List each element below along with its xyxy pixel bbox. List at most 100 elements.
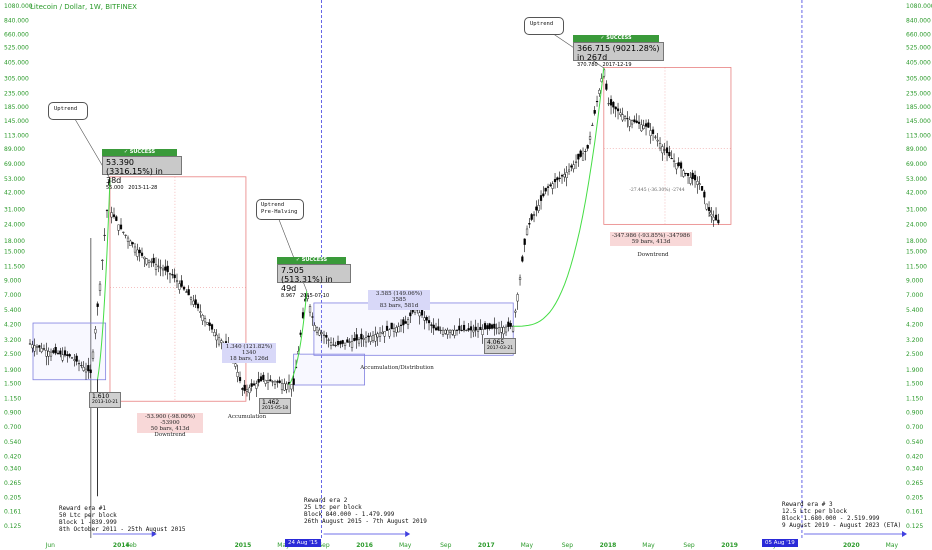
candle-body	[269, 379, 272, 382]
candle-body	[486, 325, 489, 330]
candle-body	[593, 109, 596, 114]
candle-body	[313, 324, 316, 331]
candle-body	[47, 351, 50, 357]
candle-body	[147, 259, 151, 263]
candle-body	[399, 324, 403, 326]
candle-body	[208, 322, 211, 327]
candle-body	[52, 350, 55, 353]
era-arrow-head	[405, 531, 411, 537]
y-tick-right: 0.540	[906, 439, 923, 446]
candle-body	[257, 379, 260, 383]
candle-body	[166, 265, 169, 273]
candle-body	[544, 187, 547, 192]
candle-body	[311, 316, 314, 318]
candle-body	[164, 266, 167, 271]
candle-body	[105, 210, 109, 212]
candle-body	[124, 234, 127, 236]
candle-body	[189, 297, 193, 300]
candle-body	[626, 118, 629, 120]
y-tick-right: 4.200	[906, 321, 923, 328]
success-badge-3: ✓ SUCCESS	[573, 35, 659, 42]
success-callout-1: 53.390 (3316.15%) in 38d 55.000 2013-11-…	[102, 156, 182, 191]
candle-body	[318, 329, 321, 336]
success-badge-1: ✓ SUCCESS	[102, 149, 177, 156]
candle-body	[49, 351, 53, 357]
candle-body	[103, 234, 106, 236]
candle-body	[87, 365, 90, 372]
candle-body	[334, 345, 337, 347]
candle-body	[675, 163, 678, 170]
success-2-sub: 8.967 2015-07-10	[281, 293, 330, 299]
candle-body	[325, 335, 328, 338]
y-tick-left: 18.000	[4, 238, 25, 245]
candle-body	[392, 327, 396, 332]
candle-body	[40, 348, 43, 353]
candle-body	[570, 165, 573, 168]
era-date-tag-2: 05 Aug '19	[762, 539, 798, 547]
candle-body	[61, 354, 64, 361]
reward-era-3-note: Reward era # 3 12.5 Ltc per block Block …	[782, 501, 902, 529]
y-tick-right: 0.125	[906, 523, 923, 530]
success-badge-2: ✓ SUCCESS	[277, 257, 346, 264]
y-tick-left: 0.265	[4, 480, 21, 487]
y-tick-right: 0.700	[906, 424, 923, 431]
candle-body	[89, 369, 92, 374]
candle-body	[136, 249, 139, 257]
y-tick-right: 0.340	[906, 466, 923, 473]
x-tick: May	[399, 542, 412, 549]
candle-body	[145, 258, 148, 265]
candle-body	[131, 242, 134, 245]
candle-body	[556, 177, 559, 181]
x-tick: May	[277, 542, 290, 549]
uptrend-bubble-3: Uptrend	[524, 17, 564, 35]
candle-body	[206, 322, 209, 325]
accum-dist-label: Accumulation/Distribution	[360, 365, 434, 371]
candle-body	[150, 261, 153, 263]
uptrend-curve-2	[288, 291, 308, 386]
era-date-tag-1: 24 Aug '15	[285, 539, 321, 547]
candle-body	[315, 327, 319, 333]
y-tick-right: 31.000	[906, 207, 927, 214]
candle-body	[194, 299, 197, 305]
candle-body	[33, 345, 36, 352]
reward-era-1-note: Reward era #1 50 Ltc per block Block 1 -…	[59, 505, 186, 533]
candle-body	[175, 280, 179, 282]
candle-body	[119, 224, 123, 230]
candle-body	[264, 379, 267, 384]
candle-body	[635, 120, 638, 123]
y-tick-left: 1.150	[4, 396, 21, 403]
candle-body	[462, 324, 466, 331]
candle-body	[418, 312, 421, 317]
candle-body	[168, 273, 172, 275]
candle-body	[525, 228, 529, 235]
x-tick: 2018	[600, 542, 617, 549]
candle-body	[210, 324, 214, 330]
candle-body	[395, 327, 398, 333]
y-tick-right: 2.500	[906, 351, 923, 358]
candle-body	[437, 326, 440, 331]
range-label-1: -53.900 (-98.00%) -53900 50 bars, 413d	[137, 413, 203, 433]
candle-body	[28, 343, 32, 345]
candle-body	[516, 294, 519, 302]
y-tick-left: 305.000	[4, 76, 29, 83]
candle-body	[616, 108, 620, 112]
candle-body	[444, 329, 447, 334]
candle-body	[465, 329, 468, 331]
candle-body	[439, 329, 442, 331]
success-3-main: 366.715 (9021.28%) in 267d	[577, 44, 660, 62]
candle-body	[243, 384, 246, 391]
candle-body	[523, 238, 526, 245]
y-tick-left: 0.540	[4, 439, 21, 446]
y-tick-left: 0.340	[4, 466, 21, 473]
candle-body	[371, 335, 375, 341]
x-tick: Jun	[45, 542, 56, 549]
candle-body	[236, 372, 239, 377]
candle-body	[553, 179, 557, 183]
range-label-2: 1.340 (121.82%) 1340 18 bars, 126d	[222, 343, 276, 363]
candle-body	[500, 327, 503, 333]
candle-body	[481, 329, 484, 335]
candle-body	[630, 120, 634, 125]
candle-body	[446, 329, 449, 335]
candle-body	[292, 378, 295, 385]
